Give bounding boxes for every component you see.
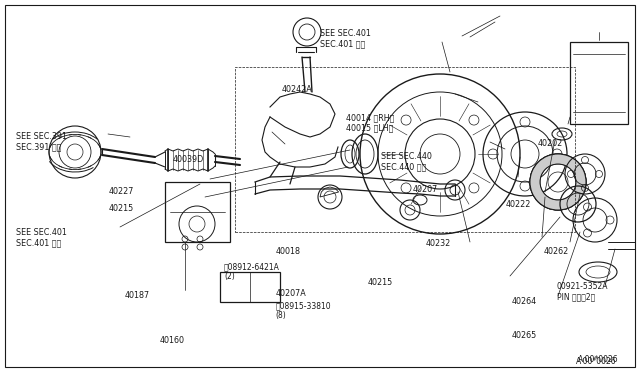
Text: 40202: 40202 [538,139,563,148]
Text: 40232: 40232 [426,239,451,248]
Text: 40039D: 40039D [173,155,204,164]
Text: 40207: 40207 [413,185,438,194]
Wedge shape [530,154,586,210]
Bar [220,272,280,302]
Text: 40264: 40264 [512,297,537,306]
Text: A·00*0026: A·00*0026 [578,356,619,365]
Text: SEE SEC.401
SEC.401 参照: SEE SEC.401 SEC.401 参照 [16,228,67,248]
Text: ⓝ08912-6421A
(2): ⓝ08912-6421A (2) [224,262,280,281]
Text: 40018: 40018 [275,247,300,256]
Text: 40262: 40262 [544,247,569,256]
Text: SEE SEC.391
SEC.391 参照: SEE SEC.391 SEC.391 参照 [16,132,67,151]
Text: SEE SEC.401
SEC.401 参照: SEE SEC.401 SEC.401 参照 [320,29,371,49]
Text: SEE SEC.440
SEC.440 参照: SEE SEC.440 SEC.440 参照 [381,152,431,171]
Text: Ⓡ08915-33810
(8): Ⓡ08915-33810 (8) [275,301,331,320]
Text: 40187: 40187 [125,291,150,300]
Text: 40160: 40160 [160,336,185,345]
Bar [570,42,628,124]
Text: 40215: 40215 [368,278,393,287]
Text: 00921-5352A
PIN ピン（2）: 00921-5352A PIN ピン（2） [557,282,608,302]
Text: 40207A: 40207A [275,289,306,298]
Text: 40222: 40222 [506,200,531,209]
Text: 40227: 40227 [109,187,134,196]
Text: 40215: 40215 [109,204,134,213]
Bar [165,182,230,242]
Bar [235,67,575,232]
Text: 40242A: 40242A [282,85,312,94]
Text: 40014 （RH）
40015 （LH）: 40014 （RH） 40015 （LH） [346,113,394,132]
Text: 40265: 40265 [512,331,537,340]
Text: A·00*0026: A·00*0026 [576,357,616,366]
